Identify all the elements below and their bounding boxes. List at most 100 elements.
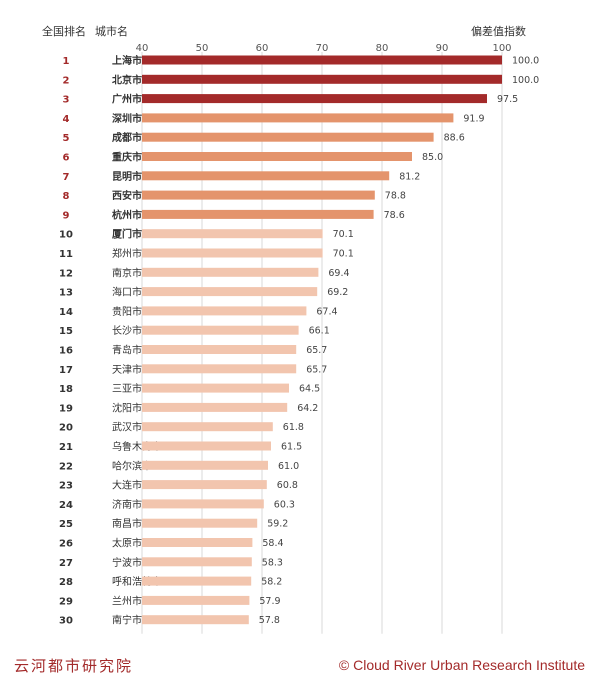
rank-label: 4 bbox=[63, 114, 70, 125]
value-label: 70.1 bbox=[333, 229, 354, 240]
rank-label: 6 bbox=[63, 153, 70, 164]
city-label: 南京市 bbox=[112, 266, 142, 279]
x-tick-label: 40 bbox=[136, 43, 149, 54]
value-label: 78.8 bbox=[385, 191, 406, 202]
bar bbox=[142, 171, 390, 181]
value-label: 60.3 bbox=[274, 499, 295, 510]
bar bbox=[142, 209, 374, 219]
bar bbox=[142, 94, 487, 104]
rank-label: 10 bbox=[59, 230, 73, 241]
city-label: 广州市 bbox=[112, 93, 142, 106]
ranking-bar-chart: 全国排名 城市名 偏差值指数 40 50 60 70 80 90 100 1 上海市 100.0… bbox=[42, 24, 539, 634]
bar bbox=[142, 480, 267, 490]
rank-label: 28 bbox=[59, 577, 73, 588]
city-label: 三亚市 bbox=[112, 382, 142, 395]
bar bbox=[142, 74, 502, 84]
rank-column-header: 全国排名 bbox=[42, 24, 86, 38]
city-label: 青岛市 bbox=[112, 344, 142, 357]
bar bbox=[142, 325, 299, 335]
bar bbox=[142, 441, 271, 451]
value-label: 57.8 bbox=[259, 615, 280, 626]
city-label: 西安市 bbox=[112, 189, 142, 202]
rank-label: 7 bbox=[63, 172, 70, 183]
value-label: 70.1 bbox=[333, 249, 354, 260]
rank-label: 21 bbox=[59, 442, 73, 453]
rank-label: 17 bbox=[59, 365, 73, 376]
value-label: 67.4 bbox=[316, 306, 337, 317]
value-label: 64.5 bbox=[299, 384, 320, 395]
bar bbox=[142, 557, 252, 567]
city-label: 长沙市 bbox=[112, 324, 142, 337]
value-label: 58.3 bbox=[262, 557, 283, 568]
city-label: 北京市 bbox=[112, 73, 142, 86]
bar bbox=[142, 229, 323, 239]
city-label: 武汉市 bbox=[112, 421, 142, 434]
gridlines bbox=[141, 52, 503, 634]
city-label: 深圳市 bbox=[112, 112, 142, 125]
institute-name-cn: 云河都市研究院 bbox=[14, 657, 134, 675]
rank-label: 26 bbox=[59, 539, 73, 550]
city-label: 上海市 bbox=[112, 54, 142, 67]
city-label: 厦门市 bbox=[112, 228, 142, 241]
city-label: 大连市 bbox=[112, 479, 142, 492]
bar bbox=[142, 499, 264, 509]
x-tick-label: 80 bbox=[376, 43, 389, 54]
rank-label: 30 bbox=[59, 616, 73, 627]
bar bbox=[142, 55, 502, 65]
city-label: 杭州市 bbox=[112, 208, 142, 221]
x-tick-label: 60 bbox=[256, 43, 269, 54]
x-tick-label: 50 bbox=[196, 43, 209, 54]
value-label: 69.4 bbox=[328, 268, 349, 279]
city-label: 成都市 bbox=[112, 131, 142, 144]
rank-label: 22 bbox=[59, 461, 73, 472]
rank-label: 20 bbox=[59, 423, 73, 434]
rank-label: 19 bbox=[59, 403, 73, 414]
bar bbox=[142, 518, 258, 528]
rank-label: 9 bbox=[63, 210, 70, 221]
city-label: 昆明市 bbox=[112, 170, 142, 183]
x-tick-label: 90 bbox=[436, 43, 449, 54]
value-label: 66.1 bbox=[309, 326, 330, 337]
value-label: 65.7 bbox=[306, 345, 327, 356]
value-label: 64.2 bbox=[297, 403, 318, 414]
bar bbox=[142, 267, 319, 277]
city-label: 宁波市 bbox=[112, 556, 142, 569]
city-label: 郑州市 bbox=[112, 247, 142, 260]
rank-label: 27 bbox=[59, 558, 73, 569]
value-label: 65.7 bbox=[306, 364, 327, 375]
value-label: 100.0 bbox=[512, 75, 539, 86]
city-label: 海口市 bbox=[112, 286, 142, 299]
value-label: 61.0 bbox=[278, 461, 299, 472]
bar bbox=[142, 538, 253, 547]
rank-label: 3 bbox=[63, 95, 70, 106]
bar bbox=[142, 132, 434, 142]
rank-label: 5 bbox=[63, 133, 70, 144]
value-label: 60.8 bbox=[277, 480, 298, 491]
value-label: 58.4 bbox=[262, 538, 283, 549]
bar bbox=[142, 113, 454, 123]
city-column-header: 城市名 bbox=[95, 24, 128, 38]
value-label: 100.0 bbox=[512, 56, 539, 67]
value-label: 81.2 bbox=[399, 171, 420, 182]
value-label: 57.9 bbox=[259, 596, 280, 607]
bar bbox=[142, 287, 318, 297]
value-label: 97.5 bbox=[497, 94, 518, 105]
value-label: 58.2 bbox=[261, 577, 282, 588]
value-label: 61.5 bbox=[281, 442, 302, 453]
bar bbox=[142, 248, 323, 258]
rank-label: 1 bbox=[63, 56, 70, 67]
x-tick-label: 100 bbox=[492, 43, 511, 54]
bar bbox=[142, 595, 250, 605]
rank-label: 23 bbox=[59, 481, 73, 492]
x-axis-ticks: 40 50 60 70 80 90 100 bbox=[136, 43, 512, 54]
city-label: 太原市 bbox=[112, 537, 142, 550]
bar bbox=[142, 190, 375, 200]
value-label: 69.2 bbox=[327, 287, 348, 298]
rank-label: 2 bbox=[63, 75, 70, 86]
value-label: 91.9 bbox=[463, 113, 484, 124]
city-label: 沈阳市 bbox=[112, 401, 142, 414]
city-label: 天津市 bbox=[112, 363, 142, 376]
bar bbox=[142, 576, 252, 586]
city-label: 兰州市 bbox=[112, 594, 142, 607]
city-label: 南昌市 bbox=[112, 517, 142, 530]
